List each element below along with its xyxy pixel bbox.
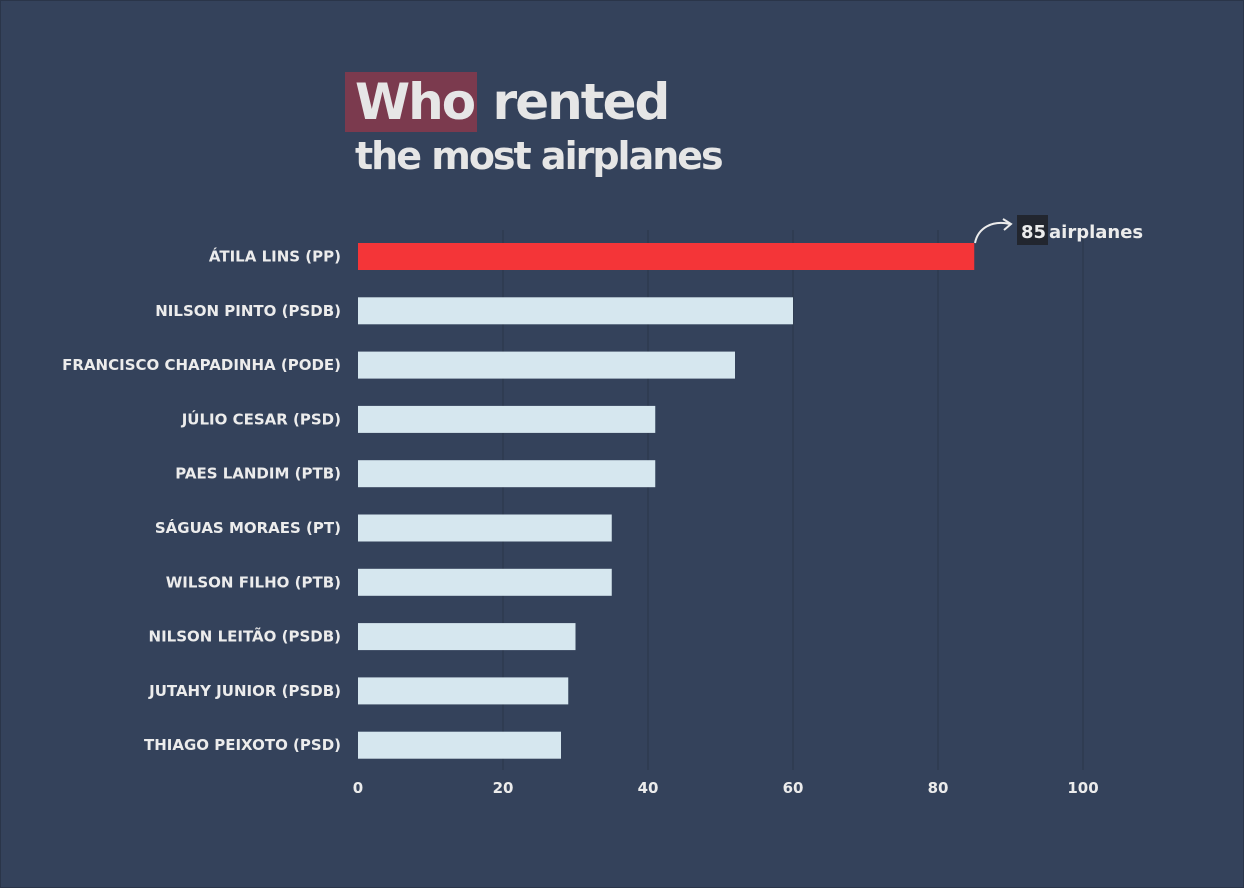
category-label-7: NILSON LEITÃO (PSDB) (149, 627, 341, 646)
category-label-2: FRANCISCO CHAPADINHA (PODE) (62, 356, 341, 374)
annotation-text: airplanes (1049, 222, 1143, 243)
x-tick-40: 40 (638, 779, 659, 797)
x-tick-80: 80 (928, 779, 949, 797)
bar-4 (358, 460, 656, 488)
bar-5 (358, 514, 612, 542)
chart-title: Who rented the most airplanes (345, 72, 724, 180)
bar-9 (358, 731, 561, 759)
bar-3 (358, 405, 656, 433)
bar-6 (358, 568, 612, 596)
annotation-number: 85 (1021, 222, 1046, 243)
x-tick-labels: 0 20 40 60 80 100 (353, 779, 1099, 797)
bar-8 (358, 677, 569, 705)
category-label-3: JÚLIO CESAR (PSD) (181, 409, 341, 428)
x-tick-0: 0 (353, 779, 363, 797)
bar-0 (358, 243, 975, 270)
category-label-6: WILSON FILHO (PTB) (166, 573, 341, 591)
bar-1 (358, 297, 793, 325)
category-label-4: PAES LANDIM (PTB) (175, 465, 341, 483)
annotation: 85 airplanes (974, 215, 1143, 245)
category-label-1: NILSON PINTO (PSDB) (155, 302, 341, 320)
bar-2 (358, 351, 735, 379)
category-label-8: JUTAHY JUNIOR (PSDB) (148, 682, 341, 700)
x-tick-60: 60 (783, 779, 804, 797)
category-label-0: ÁTILA LINS (PP) (209, 247, 341, 266)
annotation-arrow (974, 222, 1011, 244)
category-label-5: SÁGUAS MORAES (PT) (155, 518, 341, 537)
title-line-1: Who rented (345, 72, 722, 132)
category-label-9: THIAGO PEIXOTO (PSD) (144, 736, 341, 754)
x-tick-100: 100 (1067, 779, 1098, 797)
annotation-number-box (1017, 215, 1048, 245)
title-highlight: Who (345, 72, 478, 132)
title-line-1-rest: rented (492, 73, 671, 131)
title-line-2: the most airplanes (355, 134, 724, 178)
annotation-arrowhead (1002, 218, 1013, 231)
category-labels: ÁTILA LINS (PP) NILSON PINTO (PSDB) FRANCI… (62, 247, 341, 755)
bars (358, 243, 975, 759)
x-tick-20: 20 (493, 779, 514, 797)
bar-7 (358, 623, 576, 651)
